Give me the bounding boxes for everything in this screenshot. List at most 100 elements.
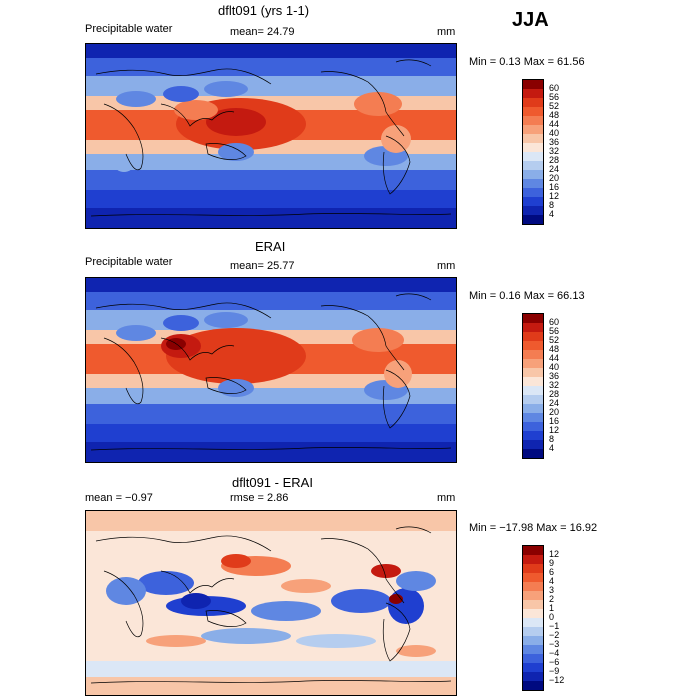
colorbar-tick-label: 40 — [549, 128, 560, 138]
colorbar-tick-label: 24 — [549, 164, 560, 174]
colorbar-tick-label: 28 — [549, 155, 560, 165]
colorbar-swatch — [523, 546, 543, 555]
map-diff — [85, 510, 457, 696]
colorbar-tick-label: 9 — [549, 558, 555, 568]
colorbar-tick-label: 12 — [549, 549, 560, 559]
colorbar-swatch — [523, 377, 543, 386]
colorbar-tick-label: −2 — [549, 630, 560, 640]
minmax-diff: Min = −17.98 Max = 16.92 — [469, 522, 598, 534]
colorbar-swatch — [523, 206, 543, 215]
colorbar-tick-label: 44 — [549, 353, 560, 363]
colorbar-swatch — [523, 341, 543, 350]
colorbar-tick-label: 20 — [549, 173, 560, 183]
mean-label-model: mean= 24.79 — [230, 26, 295, 38]
colorbar-swatch — [523, 350, 543, 359]
colorbar-swatch — [523, 170, 543, 179]
field-label-model: Precipitable water — [85, 23, 173, 35]
colorbar-swatch — [523, 449, 543, 458]
colorbar-swatch — [523, 386, 543, 395]
minmax-obs: Min = 0.16 Max = 66.13 — [469, 290, 585, 302]
colorbar-tick-label: 1 — [549, 603, 555, 613]
colorbar-tick-label: 20 — [549, 407, 560, 417]
mean-label-obs: mean= 25.77 — [230, 260, 295, 272]
colorbar-tick-label: 28 — [549, 389, 560, 399]
colorbar-tick-label: 60 — [549, 317, 560, 327]
colorbar-swatch — [523, 332, 543, 341]
colorbar-swatch — [523, 422, 543, 431]
units-label-diff: mm — [437, 492, 456, 504]
colorbar-swatch — [523, 98, 543, 107]
colorbar-swatch — [523, 152, 543, 161]
colorbar-tick-label: 52 — [549, 101, 560, 111]
colorbar-tick-label: 0 — [549, 612, 555, 622]
colorbar-tick-label: 4 — [549, 209, 555, 219]
colorbar-swatch — [523, 636, 543, 645]
field-label-obs: Precipitable water — [85, 256, 173, 268]
colorbar-tick-label: 8 — [549, 434, 555, 444]
colorbar-swatch — [523, 134, 543, 143]
colorbar-tick-label: −12 — [549, 675, 565, 685]
colorbar-tick-label: 36 — [549, 371, 560, 381]
colorbar-model — [522, 79, 544, 225]
colorbar-swatch — [523, 80, 543, 89]
colorbar-tick-label: 40 — [549, 362, 560, 372]
colorbar-swatch — [523, 143, 543, 152]
panel-title-diff: dflt091 - ERAI — [232, 475, 313, 490]
colorbar-swatch — [523, 564, 543, 573]
colorbar-swatch — [523, 368, 543, 377]
colorbar-swatch — [523, 404, 543, 413]
colorbar-tick-label: 32 — [549, 146, 560, 156]
colorbar-tick-label: 48 — [549, 110, 560, 120]
colorbar-swatch — [523, 188, 543, 197]
colorbar-tick-label: 24 — [549, 398, 560, 408]
colorbar-tick-label: 4 — [549, 576, 555, 586]
colorbar-tick-label: 56 — [549, 92, 560, 102]
colorbar-obs — [522, 313, 544, 459]
panel-title-obs: ERAI — [255, 239, 286, 254]
colorbar-tick-label: 48 — [549, 344, 560, 354]
colorbar-swatch — [523, 609, 543, 618]
colorbar-swatch — [523, 440, 543, 449]
colorbar-swatch — [523, 681, 543, 690]
panel-title-model: dflt091 (yrs 1-1) — [218, 3, 310, 18]
colorbar-swatch — [523, 197, 543, 206]
colorbar-swatch — [523, 359, 543, 368]
colorbar-tick-label: 12 — [549, 425, 560, 435]
colorbar-tick-label: 8 — [549, 200, 555, 210]
colorbar-tick-label: 16 — [549, 416, 560, 426]
colorbar-tick-label: 52 — [549, 335, 560, 345]
colorbar-tick-label: 16 — [549, 182, 560, 192]
season-label: JJA — [512, 9, 549, 31]
colorbar-swatch — [523, 645, 543, 654]
colorbar-tick-label: −1 — [549, 621, 560, 631]
colorbar-tick-label: 60 — [549, 83, 560, 93]
colorbar-swatch — [523, 125, 543, 134]
colorbar-tick-label: 56 — [549, 326, 560, 336]
colorbar-tick-label: 2 — [549, 594, 555, 604]
colorbar-swatch — [523, 573, 543, 582]
colorbar-swatch — [523, 555, 543, 564]
colorbar-tick-label: −6 — [549, 657, 560, 667]
map-model — [85, 43, 457, 229]
colorbar-tick-label: −9 — [549, 666, 560, 676]
rmse-label-diff: rmse = 2.86 — [230, 492, 289, 504]
map-obs — [85, 277, 457, 463]
colorbar-swatch — [523, 179, 543, 188]
colorbar-tick-label: −3 — [549, 639, 560, 649]
colorbar-tick-label: 12 — [549, 191, 560, 201]
mean-label-diff: mean = −0.97 — [85, 492, 153, 504]
colorbar-swatch — [523, 591, 543, 600]
colorbar-swatch — [523, 627, 543, 636]
minmax-model: Min = 0.13 Max = 61.56 — [469, 56, 585, 68]
colorbar-swatch — [523, 107, 543, 116]
units-label-obs: mm — [437, 260, 456, 272]
colorbar-tick-label: 3 — [549, 585, 555, 595]
colorbar-swatch — [523, 672, 543, 681]
colorbar-swatch — [523, 431, 543, 440]
colorbar-swatch — [523, 215, 543, 224]
colorbar-swatch — [523, 89, 543, 98]
colorbar-swatch — [523, 600, 543, 609]
colorbar-tick-label: 32 — [549, 380, 560, 390]
colorbar-swatch — [523, 582, 543, 591]
colorbar-swatch — [523, 161, 543, 170]
